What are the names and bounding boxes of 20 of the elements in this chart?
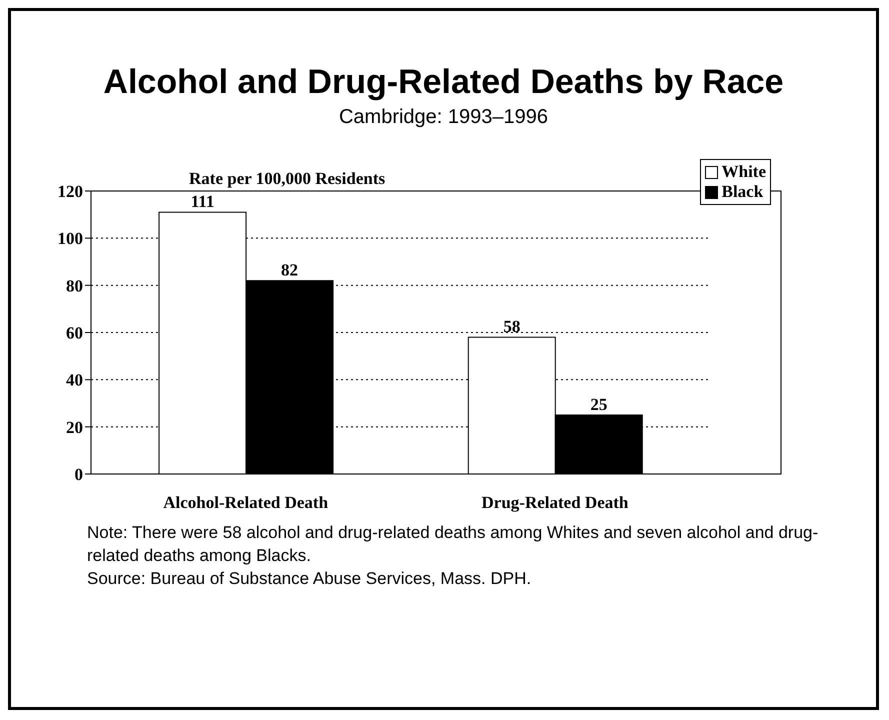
- chart-subtitle: Cambridge: 1993–1996: [338, 106, 550, 129]
- y-tick-label: 100: [58, 229, 83, 248]
- y-tick-label: 120: [58, 182, 83, 202]
- x-tick-label: Alcohol-Related Death: [163, 493, 329, 512]
- legend-label: Black: [722, 182, 764, 202]
- data-label: 25: [590, 395, 608, 414]
- chart-title: Alcohol and Drug-Related Deaths by Race: [102, 63, 785, 102]
- source-note: Source: Bureau of Substance Abuse Services, Mass. DPH.: [87, 568, 532, 590]
- y-tick-label: 60: [66, 324, 83, 343]
- data-label: 58: [503, 317, 520, 336]
- x-tick-label: Drug-Related Death: [482, 493, 629, 512]
- y-tick-label: 40: [66, 370, 83, 390]
- y-tick-label: 80: [66, 276, 83, 296]
- data-label: 82: [281, 260, 298, 280]
- text: Note: There were 58 alcohol and drug-related deaths among Whites and seven alcohol and drug-related deaths among Blacks.: [87, 522, 820, 567]
- y-tick-label: 20: [66, 418, 83, 437]
- y-tick-label: 0: [74, 465, 83, 484]
- legend-label: White: [722, 162, 766, 182]
- data-label: 111: [190, 192, 214, 212]
- y-axis-title: Rate per 100,000 Residents: [189, 169, 386, 189]
